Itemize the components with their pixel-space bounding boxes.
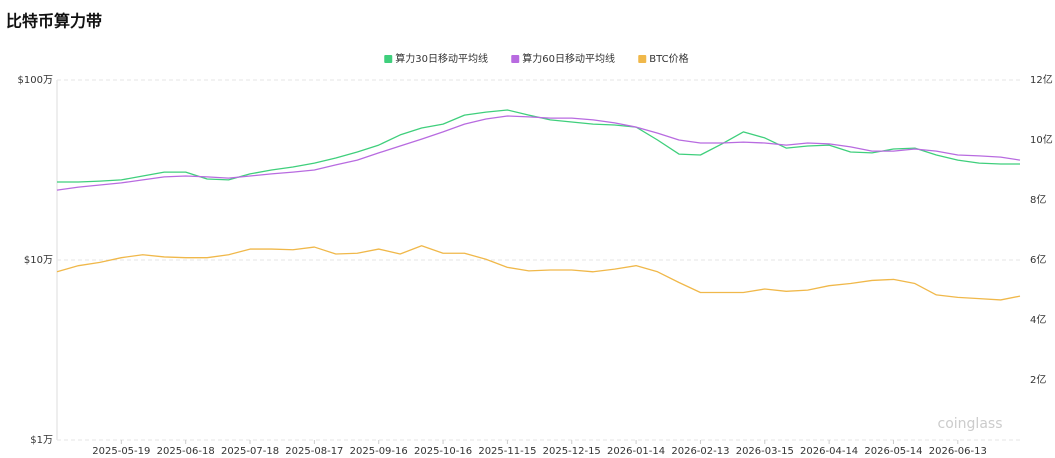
x-tick-label: 2025-08-17 — [285, 446, 343, 457]
x-tick-label: 2026-01-14 — [607, 446, 665, 457]
watermark: coinglass — [938, 416, 1003, 432]
x-tick-label: 2026-04-14 — [800, 446, 858, 457]
x-tick-label: 2026-03-15 — [736, 446, 794, 457]
legend-swatch — [638, 55, 647, 63]
legend-label: BTC价格 — [649, 52, 688, 65]
x-tick-label: 2025-05-19 — [92, 446, 150, 457]
series-line — [57, 109, 1020, 183]
y-tick-label: $1万 — [30, 435, 53, 446]
x-tick-label: 2025-12-15 — [543, 446, 601, 457]
x-tick-label: 2025-11-15 — [478, 446, 536, 457]
y-tick-label: $10万 — [24, 255, 53, 266]
legend-swatch — [384, 55, 393, 63]
y-tick-label: $100万 — [18, 75, 53, 86]
x-tick-label: 2025-06-18 — [157, 446, 215, 457]
series-line — [56, 115, 1021, 191]
x-tick-label: 2025-09-16 — [350, 446, 408, 457]
legend-label: 算力30日移动平均线 — [395, 52, 488, 65]
y2-tick-label: 8亿 — [1030, 193, 1046, 206]
legend-swatch — [511, 55, 520, 63]
x-tick-label: 2025-07-18 — [221, 446, 279, 457]
y2-tick-label: 10亿 — [1030, 133, 1053, 146]
legend-label: 算力60日移动平均线 — [522, 52, 615, 65]
series-line — [56, 245, 1021, 301]
x-tick-label: 2026-05-14 — [864, 446, 922, 457]
x-tick-label: 2026-06-13 — [929, 446, 987, 457]
y2-tick-label: 12亿 — [1030, 73, 1053, 86]
chart-title: 比特币算力带 — [6, 12, 102, 31]
x-tick-label: 2026-02-13 — [671, 446, 729, 457]
y2-tick-label: 4亿 — [1030, 313, 1046, 326]
y2-tick-label: 6亿 — [1030, 253, 1046, 266]
x-tick-label: 2025-10-16 — [414, 446, 472, 457]
y2-tick-label: 2亿 — [1030, 373, 1046, 386]
